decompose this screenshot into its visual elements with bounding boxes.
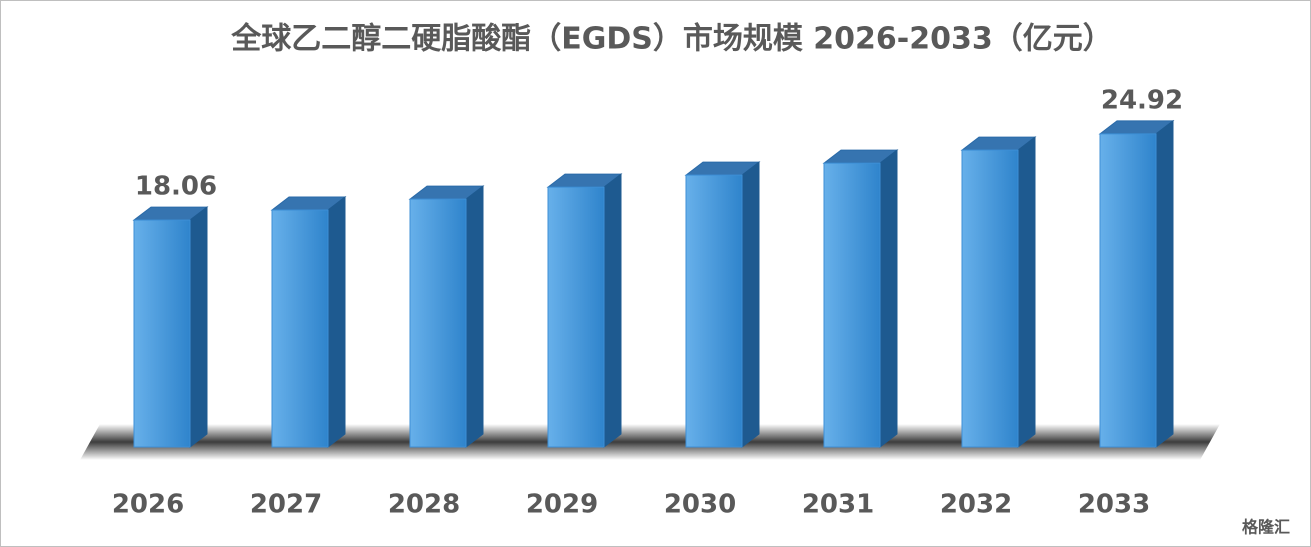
x-tick-label: 2027 — [250, 490, 322, 520]
bar-side — [1155, 119, 1174, 449]
bar — [547, 186, 605, 448]
bar-side — [741, 161, 760, 449]
bar — [133, 219, 191, 448]
bar-side — [1017, 136, 1036, 449]
bar — [823, 162, 881, 448]
x-tick-label: 2033 — [1078, 490, 1150, 520]
bar-side — [189, 206, 208, 449]
watermark: 格隆汇 — [1242, 518, 1290, 537]
bar — [271, 209, 329, 448]
x-tick-label: 2030 — [664, 490, 736, 520]
value-label: 18.06 — [135, 172, 217, 202]
bar — [409, 198, 467, 448]
value-label: 24.92 — [1101, 85, 1183, 115]
x-tick-label: 2028 — [388, 490, 460, 520]
x-tick-label: 2032 — [940, 490, 1012, 520]
bar — [685, 174, 743, 448]
bar-side — [879, 149, 898, 449]
bar-side — [465, 185, 484, 449]
bar — [961, 149, 1019, 448]
bar-side — [603, 173, 622, 449]
bar — [1099, 133, 1157, 448]
x-tick-label: 2026 — [112, 490, 184, 520]
floor-shadow — [80, 424, 1220, 460]
x-tick-label: 2029 — [526, 490, 598, 520]
bar-side — [327, 196, 346, 449]
x-tick-label: 2031 — [802, 490, 874, 520]
chart-title: 全球乙二醇二硬脂酸酯（EGDS）市场规模 2026-2033（亿元） — [230, 22, 1113, 57]
